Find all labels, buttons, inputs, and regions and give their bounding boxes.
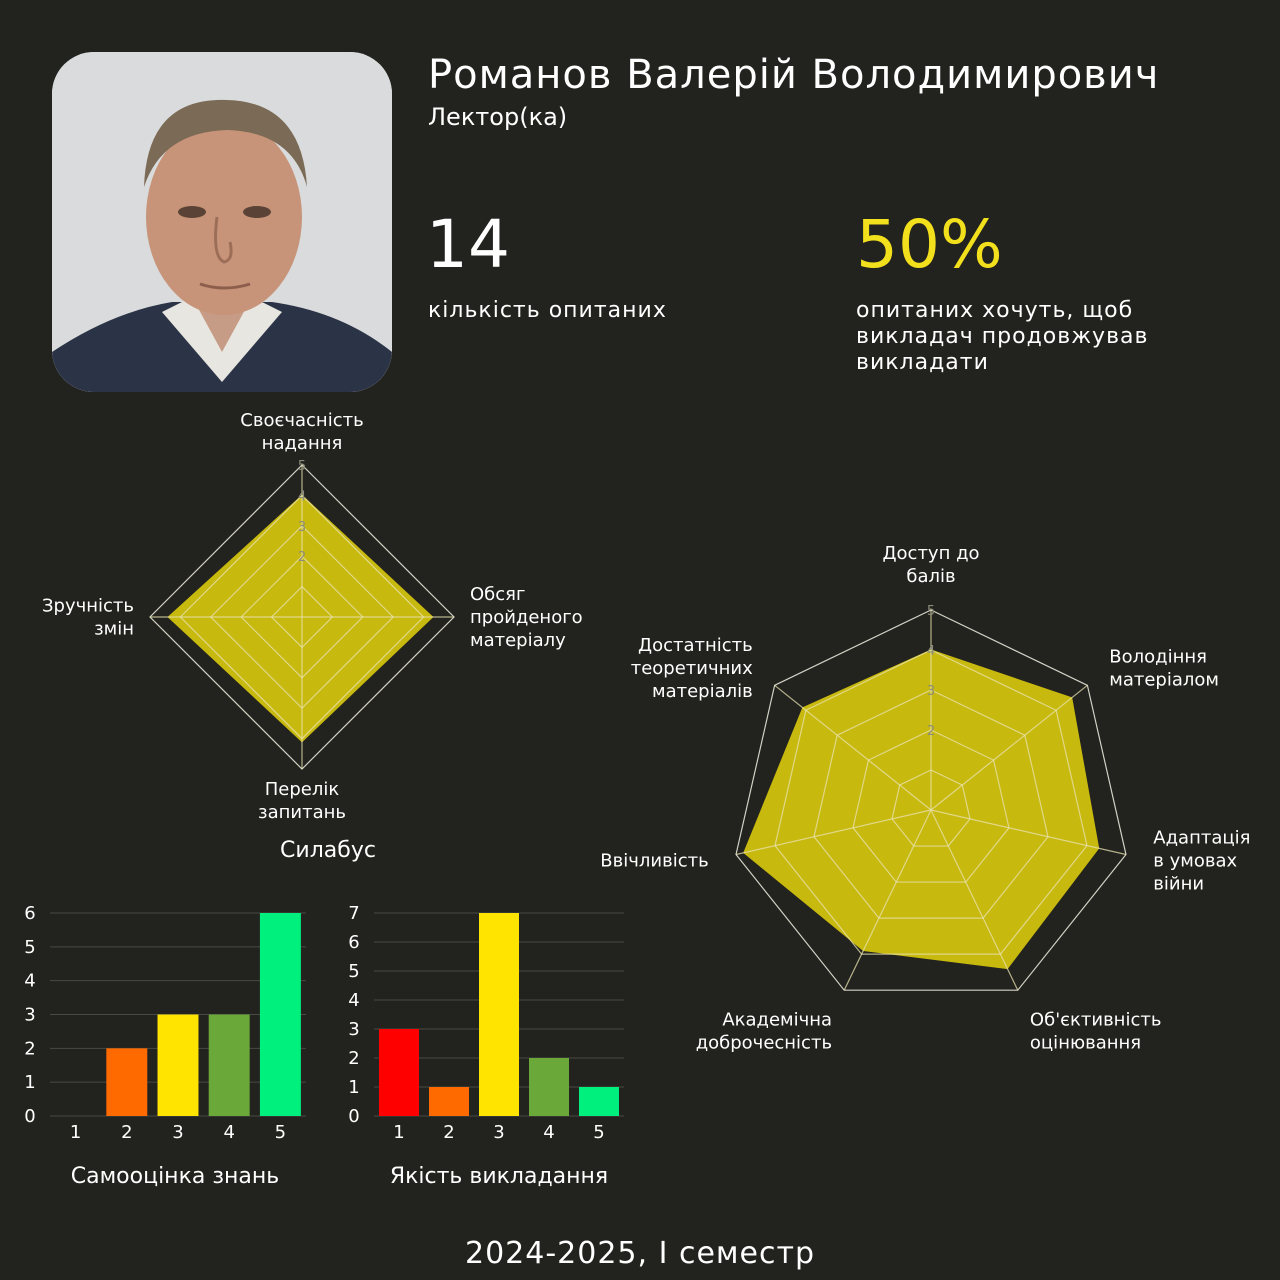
radar-title-syllabus: Силабус bbox=[280, 838, 376, 863]
self-assessment-y-tick: 5 bbox=[24, 937, 35, 958]
self-assessment-x-tick: 2 bbox=[121, 1122, 132, 1143]
self-assessment-y-tick: 1 bbox=[24, 1072, 35, 1093]
bar-chart-self-assessment: 0 1 2 3 4 5 6 1 2 3 4 5 bbox=[24, 903, 306, 1143]
teaching-quality-y-tick: 3 bbox=[348, 1019, 359, 1040]
continue-percent: 50% bbox=[856, 206, 1003, 283]
lecturer-name: Романов Валерій Володимирович bbox=[428, 52, 1160, 98]
syllabus-radar-axis-label: Зручність bbox=[42, 596, 134, 617]
teaching-quality-y-tick: 2 bbox=[348, 1048, 359, 1069]
self-assessment-bar bbox=[259, 913, 301, 1116]
teaching-radar-value-area bbox=[743, 649, 1100, 970]
teaching-quality-y-tick: 6 bbox=[348, 932, 359, 953]
self-assessment-bar bbox=[157, 1014, 199, 1116]
teaching-quality-y-tick: 1 bbox=[348, 1077, 359, 1098]
bar-title-teaching-quality: Якість викладання bbox=[390, 1164, 608, 1189]
semester-footer: 2024-2025, І семестр bbox=[464, 1236, 816, 1271]
teaching-radar-grid-ring bbox=[891, 769, 971, 847]
syllabus-radar-axis-label: матеріалу bbox=[470, 630, 566, 651]
teaching-radar-spoke bbox=[735, 809, 932, 856]
portrait-image bbox=[52, 52, 392, 392]
lecturer-role: Лектор(ка) bbox=[428, 103, 568, 131]
teaching-quality-bar bbox=[579, 1087, 619, 1116]
teaching-radar-spoke bbox=[930, 809, 1019, 991]
self-assessment-y-tick: 3 bbox=[24, 1005, 35, 1026]
teaching-radar-grid-ring bbox=[852, 729, 1010, 883]
teaching-quality-bar bbox=[479, 913, 519, 1116]
teaching-radar-spoke bbox=[930, 809, 1127, 856]
teaching-radar-spoke bbox=[774, 684, 932, 811]
teaching-radar-grid-ring bbox=[774, 649, 1088, 955]
syllabus-radar-axis-label: змін bbox=[94, 619, 134, 640]
syllabus-radar-axis-label: надання bbox=[262, 433, 343, 454]
teaching-radar-tick-label: 4 bbox=[927, 644, 935, 659]
teaching-quality-x-tick: 4 bbox=[543, 1122, 554, 1143]
self-assessment-x-tick: 3 bbox=[172, 1122, 183, 1143]
self-assessment-y-tick: 2 bbox=[24, 1038, 35, 1059]
teaching-quality-y-tick: 7 bbox=[348, 903, 359, 924]
teaching-quality-x-tick: 5 bbox=[593, 1122, 604, 1143]
teaching-quality-x-tick: 3 bbox=[493, 1122, 504, 1143]
lecturer-photo bbox=[52, 52, 392, 392]
syllabus-radar-axis-label: Своєчасність bbox=[240, 410, 363, 431]
teaching-radar-axis-label: Доступ до bbox=[882, 543, 979, 564]
teaching-radar-axis-label: матеріалів bbox=[652, 681, 753, 702]
syllabus-radar-axis-label: запитань bbox=[258, 802, 346, 823]
teaching-quality-bar bbox=[529, 1058, 569, 1116]
self-assessment-y-tick: 6 bbox=[24, 903, 35, 924]
teaching-quality-bar bbox=[379, 1029, 419, 1116]
syllabus-radar-tick-label: 5 bbox=[298, 459, 306, 474]
teaching-radar-axis-label: Ввічливість bbox=[600, 851, 708, 872]
teaching-radar-axis-label: балів bbox=[906, 566, 955, 587]
teaching-quality-x-tick: 1 bbox=[393, 1122, 404, 1143]
self-assessment-bar bbox=[208, 1014, 250, 1116]
self-assessment-x-tick: 4 bbox=[223, 1122, 234, 1143]
teaching-radar-axis-label: Об'єктивність bbox=[1030, 1009, 1162, 1030]
teaching-radar-axis-label: матеріалом bbox=[1109, 669, 1219, 690]
teaching-quality-y-tick: 5 bbox=[348, 961, 359, 982]
teaching-quality-x-tick: 2 bbox=[443, 1122, 454, 1143]
teaching-radar-grid-ring bbox=[813, 689, 1049, 919]
self-assessment-y-tick: 4 bbox=[24, 971, 35, 992]
teaching-radar-axis-label: в умовах bbox=[1153, 851, 1237, 872]
syllabus-radar-axis-label: Обсяг bbox=[470, 584, 525, 605]
self-assessment-x-tick: 5 bbox=[275, 1122, 286, 1143]
syllabus-radar-tick-label: 2 bbox=[298, 550, 306, 565]
teaching-quality-y-tick: 4 bbox=[348, 990, 359, 1011]
self-assessment-bar bbox=[106, 1048, 148, 1116]
teaching-radar-grid-ring bbox=[735, 609, 1127, 991]
teaching-radar-axis-label: оцінювання bbox=[1030, 1032, 1141, 1053]
teaching-radar-tick-label: 5 bbox=[927, 604, 935, 619]
teaching-radar-spoke bbox=[930, 684, 1088, 811]
syllabus-radar-axis-label: пройденого bbox=[470, 607, 583, 628]
bar-title-self-assessment: Самооцінка знань bbox=[71, 1164, 280, 1189]
teaching-radar-spoke bbox=[843, 809, 932, 991]
teaching-radar-axis-label: Адаптація bbox=[1153, 828, 1250, 849]
teaching-quality-y-tick: 0 bbox=[348, 1106, 359, 1127]
teaching-radar-axis-label: війни bbox=[1153, 874, 1204, 895]
bar-chart-teaching-quality: 0 1 2 3 4 5 6 7 1 2 3 4 5 bbox=[348, 903, 624, 1143]
syllabus-radar-tick-label: 3 bbox=[298, 520, 306, 535]
respondents-count: 14 bbox=[426, 206, 510, 283]
teaching-radar-axis-label: Володіння bbox=[1109, 646, 1207, 667]
syllabus-radar-tick-label: 4 bbox=[298, 489, 306, 504]
syllabus-radar-axis-label: Перелік bbox=[265, 779, 340, 800]
teaching-radar-tick-label: 3 bbox=[927, 684, 935, 699]
self-assessment-y-tick: 0 bbox=[24, 1106, 35, 1127]
teaching-quality-bar bbox=[429, 1087, 469, 1116]
self-assessment-x-tick: 1 bbox=[70, 1122, 81, 1143]
teaching-radar-tick-label: 2 bbox=[927, 724, 935, 739]
teaching-radar-axis-label: доброчесність bbox=[696, 1032, 832, 1053]
teaching-radar-axis-label: Достатність bbox=[638, 635, 753, 656]
respondents-label: кількість опитаних bbox=[428, 298, 667, 323]
teaching-radar-axis-label: Академічна bbox=[722, 1009, 832, 1030]
teaching-radar-axis-label: теоретичних bbox=[631, 658, 753, 679]
continue-label: опитаних хочуть, щоб викладач продовжува… bbox=[856, 298, 1149, 375]
